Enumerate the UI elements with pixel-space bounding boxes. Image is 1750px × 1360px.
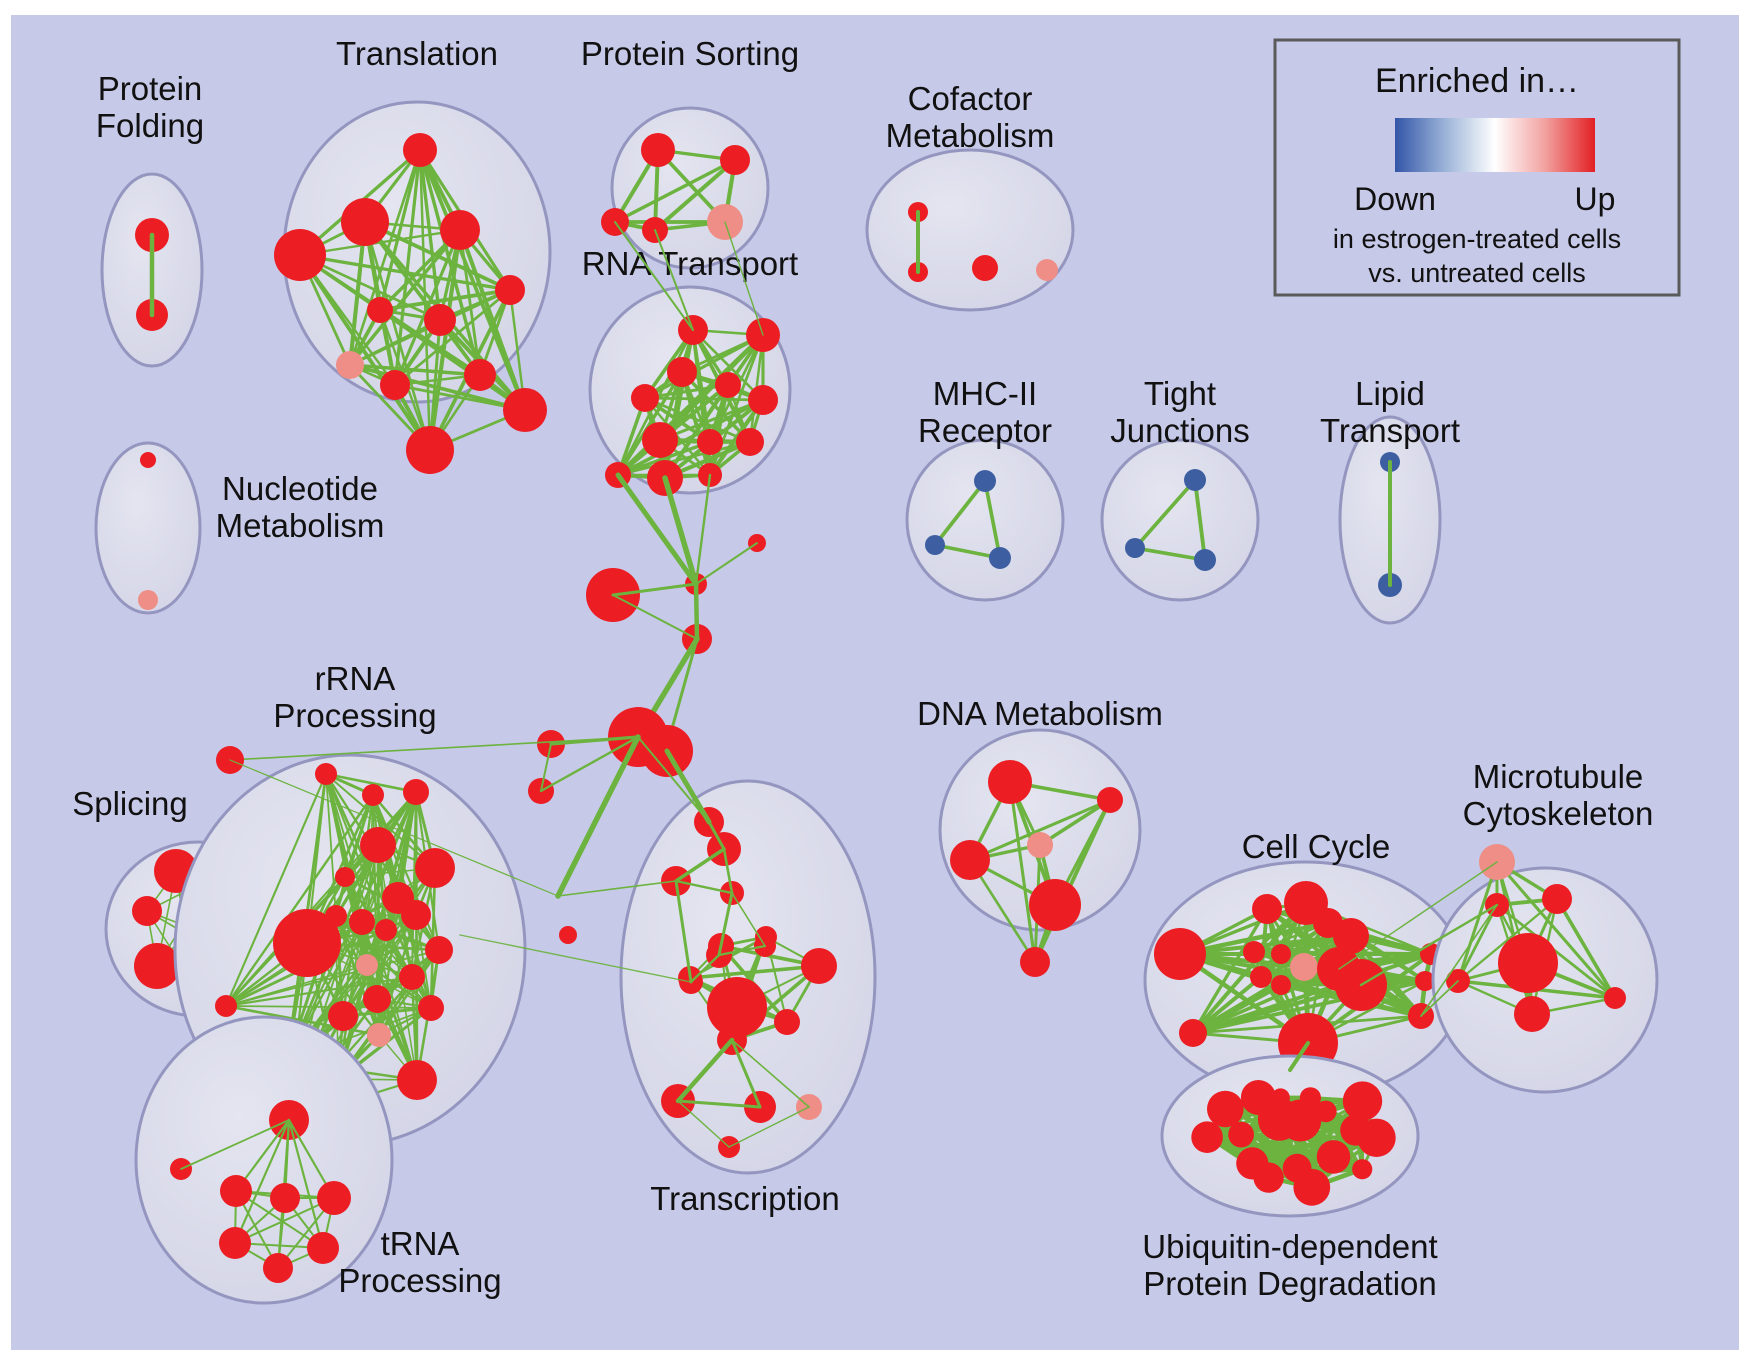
svg-text:DNA Metabolism: DNA Metabolism — [917, 695, 1163, 732]
svg-text:RNA Transport: RNA Transport — [582, 245, 798, 282]
svg-text:Translation: Translation — [336, 35, 498, 72]
svg-text:Cell Cycle: Cell Cycle — [1242, 828, 1391, 865]
svg-text:Down: Down — [1354, 181, 1436, 217]
svg-text:Up: Up — [1575, 181, 1616, 217]
svg-text:in estrogen-treated cells: in estrogen-treated cells — [1333, 224, 1621, 254]
svg-text:Splicing: Splicing — [72, 785, 188, 822]
svg-text:Transcription: Transcription — [650, 1180, 840, 1217]
svg-text:Protein Sorting: Protein Sorting — [581, 35, 799, 72]
svg-text:vs. untreated cells: vs. untreated cells — [1368, 258, 1586, 288]
svg-text:Enriched in…: Enriched in… — [1375, 62, 1579, 100]
